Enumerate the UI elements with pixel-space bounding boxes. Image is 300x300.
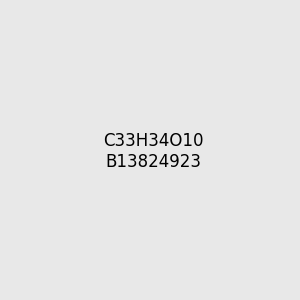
Text: C33H34O10
B13824923: C33H34O10 B13824923: [103, 132, 204, 171]
